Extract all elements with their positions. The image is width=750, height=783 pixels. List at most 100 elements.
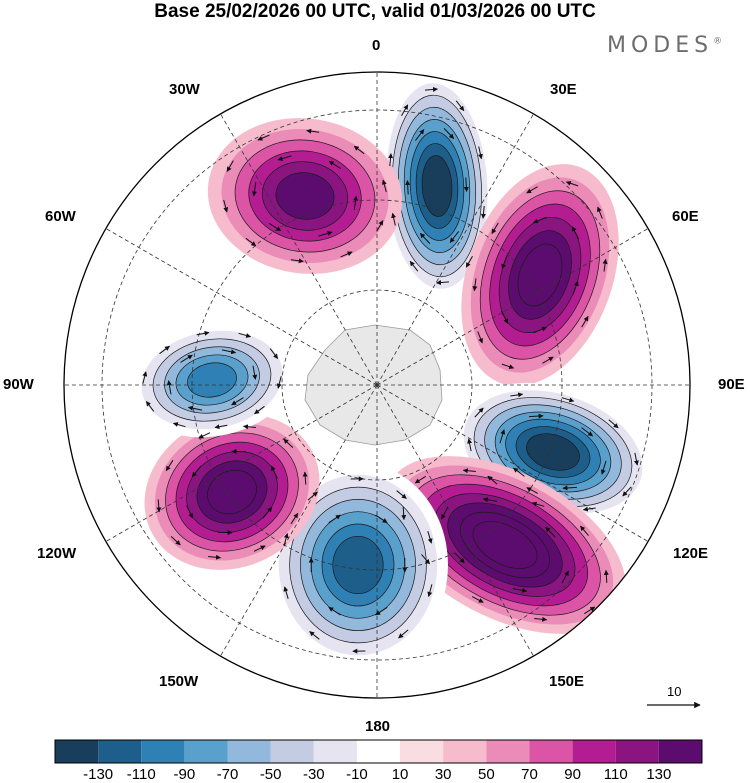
lon-label-30w: 30W: [169, 81, 200, 98]
wind-arrow: [269, 348, 279, 360]
graticule: [64, 72, 690, 698]
wind-arrow: [353, 195, 359, 211]
wind-arrow: [253, 545, 266, 552]
wind-arrow: [186, 505, 193, 519]
wind-arrow: [580, 525, 589, 536]
colorbar-tick-label: 110: [603, 766, 628, 783]
wind-arrow: [454, 552, 465, 564]
wind-arrow: [581, 315, 589, 328]
wind-arrow: [600, 460, 607, 475]
lon-label-120w: 120W: [37, 545, 77, 562]
wind-arrow: [501, 255, 508, 270]
contour-level: [275, 172, 335, 220]
lon-label-60e: 60E: [672, 208, 699, 225]
wind-arrow: [328, 160, 342, 170]
colorbar-swatch: [313, 740, 357, 763]
wind-arrow: [455, 100, 465, 112]
wind-arrow: [512, 587, 528, 593]
wind-arrow: [290, 512, 299, 525]
anomaly-cell: [130, 322, 294, 438]
wind-arrow: [283, 438, 294, 448]
wind-arrow: [283, 533, 289, 546]
wind-arrow: [257, 134, 270, 141]
wind-arrow: [542, 356, 554, 364]
wind-arrow: [471, 596, 484, 603]
colorbar-tick-label: 10: [391, 766, 409, 783]
wind-arrow: [156, 499, 162, 513]
lon-label-150w: 150W: [159, 673, 199, 690]
wind-arrow: [340, 251, 353, 258]
anomaly-cells: [130, 72, 653, 668]
lon-label-0: 0: [372, 37, 381, 54]
wind-arrow: [405, 180, 411, 195]
parallel-circle: [281, 289, 473, 481]
chart-title: Base 25/02/2026 00 UTC, valid 01/03/2026…: [154, 1, 596, 22]
wind-arrow: [375, 606, 388, 616]
wind-arrow: [597, 206, 603, 219]
wind-arrow: [180, 354, 193, 363]
wind-arrow: [283, 586, 289, 599]
wind-arrow: [277, 155, 292, 162]
wind-arrow: [561, 397, 575, 403]
colorbar-swatch: [356, 740, 401, 763]
wind-arrow: [584, 606, 596, 615]
wind-arrow: [166, 380, 172, 395]
wind-arrow: [307, 491, 318, 501]
colorbar-swatch: [486, 740, 530, 763]
colorbar-swatch: [443, 740, 487, 763]
lon-label-180: 180: [365, 718, 391, 735]
wind-arrow: [187, 405, 203, 411]
meridian-line: [376, 113, 534, 386]
wind-arrow: [375, 514, 388, 524]
colorbar-swatch: [529, 740, 573, 763]
colorbar-swatch: [227, 740, 271, 763]
colorbar-tick-label: -90: [173, 766, 196, 783]
colorbar-swatch: [98, 740, 142, 763]
wind-arrow: [252, 365, 258, 380]
wind-arrow: [427, 584, 433, 597]
anomaly-cell: [380, 72, 494, 301]
wind-arrow: [467, 438, 473, 452]
wind-arrow: [396, 490, 407, 499]
wind-arrow: [477, 331, 483, 344]
colorbar: [54, 739, 703, 764]
wind-arrow: [449, 231, 459, 243]
anomaly-cell: [268, 462, 448, 668]
colorbar-tick-label: -10: [346, 766, 368, 783]
registered-mark: ®: [713, 36, 723, 47]
wind-arrow: [443, 128, 455, 139]
wind-arrow: [531, 501, 545, 507]
wind-arrow: [376, 220, 384, 232]
wind-arrow: [533, 326, 547, 334]
colorbar-tick-label: 30: [434, 766, 452, 783]
lon-label-90w: 90W: [3, 376, 34, 393]
colorbar-tick-label: -70: [216, 766, 239, 783]
wind-arrow: [142, 371, 148, 384]
contour-level: [332, 535, 384, 595]
colorbar-swatch: [270, 740, 314, 763]
colorbar-swatch: [615, 740, 659, 763]
wind-arrow: [463, 177, 469, 192]
wind-arrow: [424, 86, 438, 92]
contour-level: [472, 521, 538, 569]
wind-vectors: [142, 86, 639, 654]
wind-arrow: [231, 397, 244, 406]
colorbar-swatch: [658, 740, 702, 763]
wind-arrow: [571, 226, 580, 240]
wind-arrow: [441, 506, 449, 520]
colorbar-tick-label: -110: [126, 766, 156, 783]
wind-arrow: [491, 222, 499, 235]
wind-arrow: [254, 405, 265, 415]
wind-arrow: [427, 531, 433, 544]
wind-arrow: [477, 146, 483, 160]
wind-arrow: [388, 153, 394, 167]
lon-label-150e: 150E: [549, 673, 585, 690]
wind-arrow: [572, 280, 579, 295]
contour-level: [207, 469, 257, 515]
wind-arrow: [526, 186, 538, 194]
wind-arrow: [534, 616, 548, 622]
wind-arrow: [474, 407, 484, 418]
wind-arrow: [603, 569, 609, 583]
wind-arrow: [582, 506, 596, 512]
